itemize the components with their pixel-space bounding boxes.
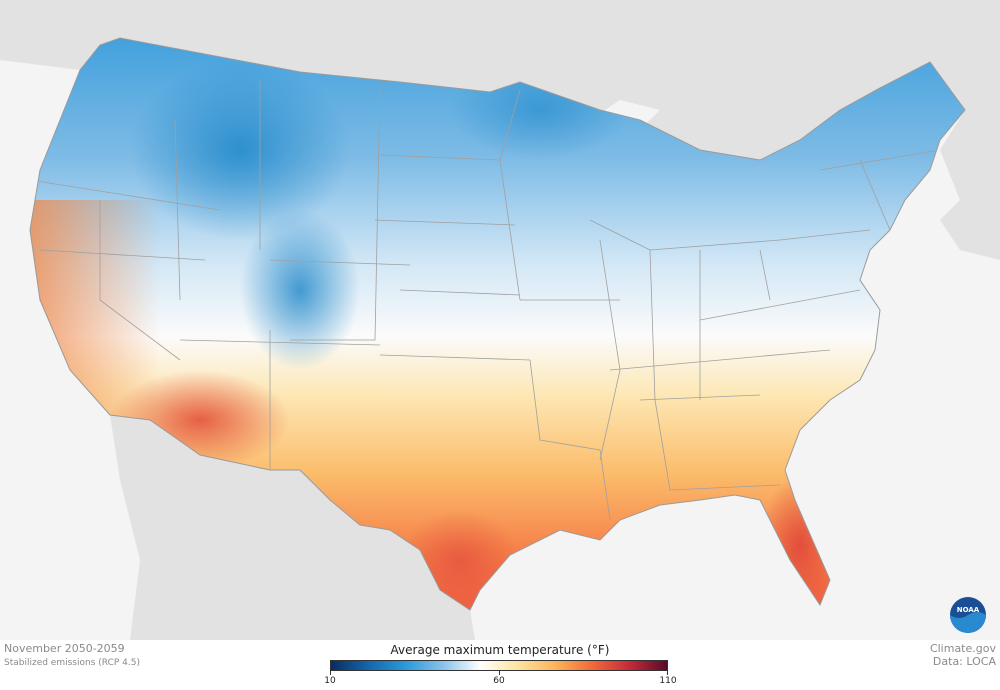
surrounding-land bbox=[0, 0, 1000, 640]
noaa-logo: NOAA bbox=[950, 597, 986, 633]
legend-tick-label: 10 bbox=[324, 676, 336, 686]
us-outline bbox=[29, 37, 966, 611]
state-borders bbox=[30, 80, 941, 521]
legend-tickmark bbox=[667, 671, 668, 675]
legend-tick-label: 60 bbox=[493, 676, 505, 686]
data-source-label: Data: LOCA bbox=[932, 655, 996, 668]
legend-title: Average maximum temperature (°F) bbox=[390, 643, 610, 657]
legend-tickmark bbox=[499, 671, 500, 675]
legend-tick-label: 110 bbox=[659, 676, 677, 686]
legend-tickmark bbox=[330, 671, 331, 675]
scenario-label: Stabilized emissions (RCP 4.5) bbox=[4, 658, 140, 668]
period-label: November 2050-2059 bbox=[4, 642, 125, 655]
footer: November 2050-2059 Stabilized emissions … bbox=[0, 640, 1000, 690]
noaa-logo-text: NOAA bbox=[957, 606, 980, 614]
legend-color-bar bbox=[330, 660, 668, 671]
temperature-map bbox=[0, 0, 1000, 640]
credit-label: Climate.gov bbox=[929, 642, 996, 655]
